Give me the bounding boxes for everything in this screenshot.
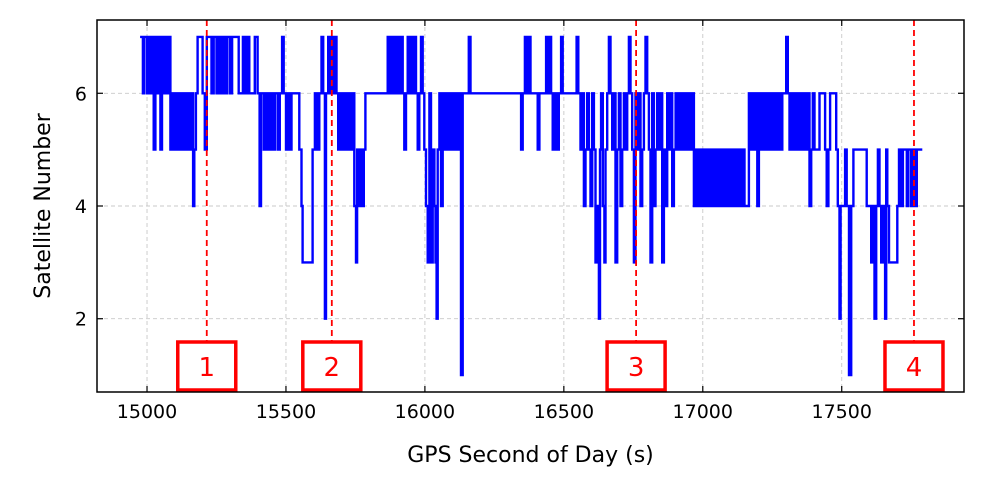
- x-tick-label: 16000: [395, 401, 455, 423]
- y-tick-label: 4: [75, 196, 87, 218]
- y-tick-label: 6: [75, 83, 87, 105]
- event-marker-box: [176, 340, 238, 392]
- event-marker-label: 1: [198, 353, 215, 383]
- event-marker-box: [605, 340, 667, 392]
- event-marker-box: [301, 340, 363, 392]
- event-markers: 1 2 3 4: [176, 20, 945, 392]
- x-tick-label: 15000: [117, 401, 177, 423]
- y-axis-label: Satellite Number: [31, 112, 56, 298]
- event-marker-box: [883, 340, 945, 392]
- x-tick-label: 17500: [812, 401, 872, 423]
- axis-ticks: 15000 15500 16000 16500 17000 17500 2 4 6: [75, 20, 964, 423]
- data-series: [140, 35, 923, 377]
- event-marker-label: 4: [906, 353, 923, 383]
- x-tick-label: 17000: [673, 401, 733, 423]
- y-tick-label: 2: [75, 309, 87, 331]
- x-tick-label: 16500: [534, 401, 594, 423]
- satellite-count-line: [140, 35, 923, 377]
- x-axis-label: GPS Second of Day (s): [407, 443, 654, 468]
- event-marker-label: 3: [628, 353, 645, 383]
- x-tick-label: 15500: [256, 401, 316, 423]
- event-marker-label: 2: [324, 353, 341, 383]
